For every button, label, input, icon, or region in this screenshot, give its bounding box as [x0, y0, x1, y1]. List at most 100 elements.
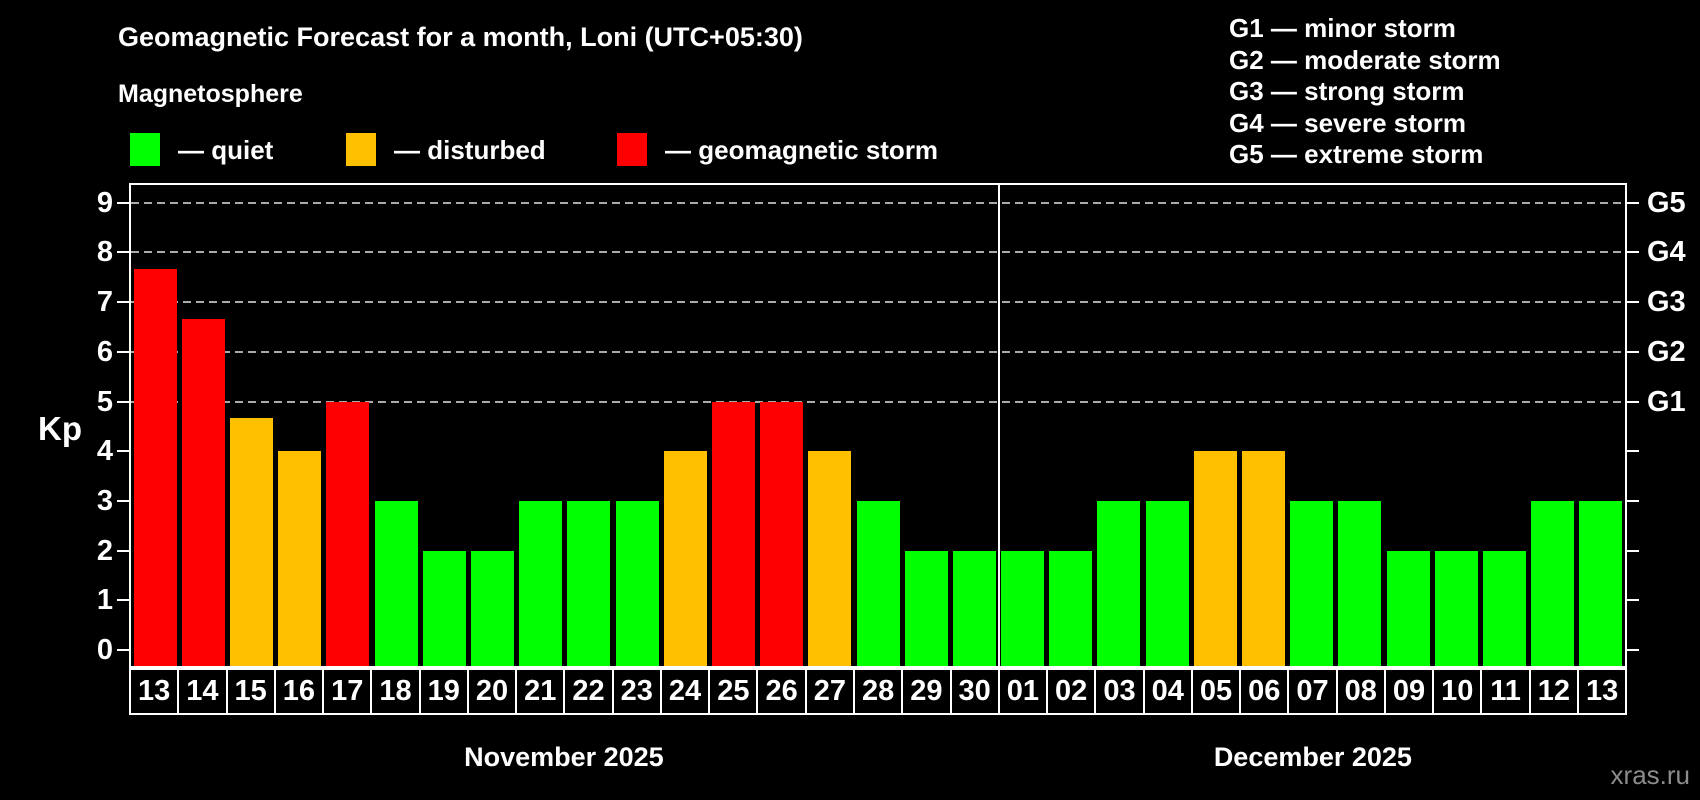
- kp-bar-day-15: [229, 417, 273, 666]
- date-cell: 27: [804, 668, 855, 715]
- right-tick-mark: [1627, 201, 1639, 204]
- date-cell: 08: [1335, 668, 1386, 715]
- date-cell: 14: [177, 668, 228, 715]
- left-tick-mark: [117, 450, 129, 453]
- left-tick-mark: [117, 649, 129, 651]
- left-tick-mark: [117, 301, 129, 304]
- legend-item-label: — geomagnetic storm: [665, 135, 939, 165]
- page-title: Geomagnetic Forecast for a month, Loni (…: [118, 22, 803, 52]
- left-tick-label: 2: [96, 534, 113, 567]
- left-tick-label: 6: [96, 335, 113, 368]
- right-tick-mark: [1627, 301, 1639, 304]
- kp-bar-day-12: [1531, 500, 1575, 666]
- date-cell: 03: [1094, 668, 1145, 715]
- gridline-kp-6: [131, 350, 1625, 353]
- month-label: November 2025: [464, 742, 664, 772]
- legend-item-label: — quiet: [178, 135, 274, 165]
- g-legend-line: G1 — minor storm: [1229, 13, 1456, 43]
- kp-bar-day-05: [1193, 451, 1237, 666]
- date-cell: 04: [1142, 668, 1193, 715]
- x-axis-date-row: 13 14 15 16 17 18 19 20 21 22 23 24 25 26 27 28 29 30 01 02…: [129, 668, 1628, 715]
- kp-bar-day-30: [952, 550, 996, 666]
- right-tick-mark: [1627, 549, 1639, 552]
- kp-bar-day-25: [711, 401, 755, 666]
- left-tick-label: 0: [96, 634, 113, 666]
- date-cell: 17: [322, 668, 373, 715]
- kp-bar-day-14: [181, 318, 225, 666]
- kp-bar-day-04: [1145, 500, 1189, 666]
- g-legend-line: G4 — severe storm: [1229, 107, 1467, 138]
- left-tick-mark: [117, 499, 129, 502]
- kp-bar-day-01: [1001, 550, 1045, 666]
- month-separator-line: [998, 185, 1000, 666]
- g-level-label-G4: G4: [1647, 236, 1686, 269]
- date-cell: 07: [1287, 668, 1338, 715]
- date-cell: 13: [1576, 668, 1628, 715]
- magnetosphere-subtitle: Magnetosphere: [118, 80, 303, 108]
- date-cell: 25: [708, 668, 759, 715]
- date-cell: 21: [515, 668, 566, 715]
- kp-bar-day-17: [326, 401, 370, 666]
- right-tick-mark: [1627, 499, 1639, 502]
- date-cell: 24: [659, 668, 711, 715]
- date-cell: 20: [466, 668, 518, 715]
- date-cell: 01: [997, 668, 1049, 715]
- kp-bar-day-24: [663, 451, 707, 666]
- date-cell: 02: [1046, 668, 1097, 715]
- g-level-label-G3: G3: [1647, 286, 1686, 319]
- kp-bar-day-21: [519, 500, 563, 666]
- kp-bar-day-07: [1290, 500, 1334, 666]
- left-tick-mark: [117, 400, 129, 403]
- legend-swatch-quiet-icon: [130, 133, 160, 166]
- left-tick-mark: [117, 251, 129, 254]
- kp-bar-day-03: [1097, 500, 1141, 666]
- left-tick-label: 9: [96, 186, 113, 219]
- left-tick-label: 7: [96, 286, 113, 319]
- date-cell: 15: [225, 668, 276, 715]
- kp-bar-day-23: [615, 500, 659, 666]
- g-legend-line: G5 — extreme storm: [1229, 139, 1484, 169]
- gridline-kp-8: [131, 251, 1625, 254]
- date-cell: 29: [901, 668, 952, 715]
- g-level-label-G5: G5: [1647, 186, 1686, 219]
- kp-bar-day-18: [374, 500, 418, 666]
- kp-bar-day-16: [278, 451, 322, 666]
- date-cell: 06: [1239, 668, 1290, 715]
- date-cell: 05: [1190, 668, 1242, 715]
- kp-bar-day-22: [567, 500, 611, 666]
- date-cell: 22: [563, 668, 614, 715]
- left-tick-label: 4: [96, 435, 113, 468]
- left-tick-mark: [117, 599, 129, 602]
- kp-bar-day-08: [1338, 500, 1382, 666]
- right-tick-mark: [1627, 350, 1639, 353]
- plot-area: [129, 183, 1627, 668]
- kp-bar-day-10: [1434, 550, 1478, 666]
- legend-item-disturbed: — disturbed: [0, 133, 1700, 166]
- date-cell: 12: [1528, 668, 1579, 715]
- gridline-kp-7: [131, 301, 1625, 304]
- date-cell: 16: [273, 668, 325, 715]
- date-cell: 26: [756, 668, 807, 715]
- right-tick-mark: [1627, 649, 1639, 651]
- kp-bar-day-28: [856, 500, 900, 666]
- right-tick-mark: [1627, 400, 1639, 403]
- month-label: December 2025: [1213, 742, 1412, 772]
- kp-bar-day-11: [1483, 550, 1527, 666]
- left-tick-label: 3: [96, 484, 113, 517]
- date-cell: 11: [1480, 668, 1531, 715]
- legend-item-label: — disturbed: [394, 135, 546, 165]
- gridline-kp-9: [131, 201, 1625, 204]
- kp-bar-day-26: [760, 401, 804, 666]
- g-scale-legend: G1 — minor storm G2 — moderate storm G3 — …: [1229, 13, 1501, 171]
- date-cell: 23: [611, 668, 662, 715]
- date-cell: 09: [1383, 668, 1435, 715]
- left-tick-label: 1: [96, 584, 113, 617]
- legend-swatch-storm-icon: [617, 133, 647, 166]
- right-tick-mark: [1627, 599, 1639, 602]
- left-tick-mark: [117, 201, 129, 204]
- date-cell: 13: [129, 668, 180, 715]
- kp-bar-day-27: [808, 451, 852, 666]
- kp-bar-day-20: [470, 550, 514, 666]
- g-level-label-G1: G1: [1647, 385, 1686, 418]
